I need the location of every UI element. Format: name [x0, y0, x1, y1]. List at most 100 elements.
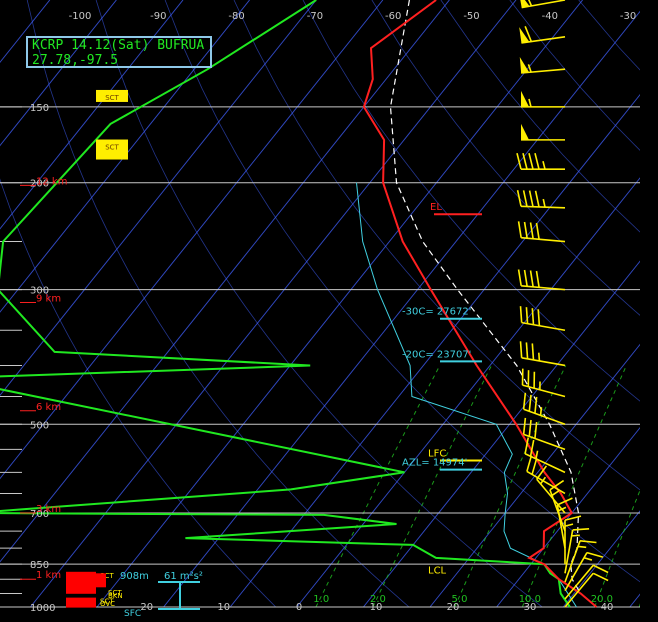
- barb-full: [516, 190, 522, 207]
- pressure-label: 300: [30, 286, 49, 297]
- barb-full: [536, 465, 548, 480]
- isotherm-line: [0, 0, 117, 147]
- bottom-temperature-label: -20: [137, 602, 153, 613]
- barb-full: [522, 153, 528, 170]
- top-temperature-label: -70: [307, 11, 323, 22]
- helicity-label: 61 m²s²: [164, 571, 203, 582]
- isotherm-line: [96, 0, 583, 608]
- mixing-ratio-line: [521, 365, 627, 608]
- storm-relative-panel: 908m 61 m²s² SFC: [120, 571, 203, 619]
- wind-barb: [516, 190, 566, 209]
- parcel-trace: [389, 0, 597, 608]
- cloud-label: BKN: [108, 592, 123, 600]
- wind-barb: [516, 153, 565, 171]
- cloud-box: [96, 139, 128, 160]
- barb-shaft: [522, 384, 566, 398]
- barb-full: [525, 342, 529, 359]
- isotherm-line: [163, 10, 640, 608]
- height-label: 6 km: [36, 402, 61, 413]
- wind-barb: [520, 0, 566, 9]
- level-label: -20C= 23707': [402, 349, 471, 360]
- wind-barb: [521, 123, 565, 141]
- isotherm-line: [30, 0, 517, 608]
- wind-barb: [564, 572, 609, 608]
- barb-half: [551, 490, 560, 497]
- barb-half: [539, 407, 543, 416]
- cloud-label: SCT: [100, 597, 114, 605]
- barb-full: [526, 455, 533, 472]
- dry-adiabat: [302, 0, 640, 402]
- wind-barb: [519, 57, 566, 74]
- isotherm-line: [429, 343, 640, 608]
- isotherm-line: [0, 0, 184, 230]
- cloud-block: [66, 597, 96, 608]
- barb-full: [523, 221, 528, 239]
- cloud-label: OVC: [100, 600, 115, 608]
- barb-full: [534, 190, 540, 208]
- top-temperature-label: -90: [150, 11, 166, 22]
- level-label: LFC: [428, 448, 446, 459]
- barb-full: [557, 497, 573, 506]
- barb-pennant: [520, 0, 530, 8]
- barb-full: [572, 528, 590, 531]
- barb-full: [549, 479, 565, 491]
- mixing-ratio-label: 10.0: [519, 594, 541, 605]
- mixing-ratio-line: [315, 365, 441, 608]
- sounding-profiles: [0, 0, 598, 608]
- barb-full: [535, 270, 540, 288]
- effective-depth-label: 908m: [120, 571, 149, 582]
- barb-shaft: [536, 478, 566, 514]
- mixing-ratio-label: 5.0: [452, 594, 468, 605]
- wind-barb: [522, 392, 566, 426]
- barb-full: [517, 269, 522, 286]
- pressure-label: 850: [30, 560, 49, 571]
- cloud-label: SCT: [108, 589, 122, 597]
- barb-shaft: [521, 236, 566, 243]
- barb-full: [522, 392, 527, 410]
- isotherm-line: [0, 0, 384, 480]
- barb-pennant: [521, 90, 529, 107]
- dry-adiabat: [371, 0, 640, 316]
- top-temperature-label: -30: [620, 11, 636, 22]
- barb-full: [531, 308, 535, 325]
- barb-full: [534, 396, 538, 414]
- isotherm-line: [296, 177, 640, 608]
- barb-half: [542, 161, 546, 170]
- barb-half: [558, 506, 567, 512]
- barb-half: [542, 198, 546, 208]
- barb-full: [531, 343, 535, 360]
- isotherm-line: [229, 93, 640, 608]
- mixing-ratio-line: [638, 603, 640, 608]
- top-temperature-label: -50: [463, 11, 479, 22]
- barb-shaft: [521, 357, 566, 367]
- level-label: EL: [430, 202, 442, 213]
- barb-full: [516, 153, 522, 170]
- barb-half: [538, 352, 541, 361]
- dry-adiabat: [578, 0, 640, 71]
- wind-barb: [564, 539, 597, 583]
- barb-full: [519, 341, 523, 358]
- isotherm-line: [0, 0, 250, 313]
- barb-full: [579, 539, 597, 544]
- wind-barb: [556, 497, 573, 549]
- barb-shaft: [556, 504, 566, 549]
- barb-full: [535, 222, 540, 240]
- wind-barbs: [516, 0, 609, 608]
- barb-full: [519, 306, 523, 323]
- dry-adiabat: [648, 0, 658, 607]
- barb-half: [535, 450, 539, 459]
- station-title: KCRP 14.12(Sat) BUFRUA: [32, 38, 205, 53]
- top-temperature-label: -100: [69, 11, 92, 22]
- barb-half: [564, 523, 574, 527]
- wind-barb: [564, 515, 582, 565]
- height-label: 3 km: [36, 504, 61, 515]
- level-label: -30C= 27672': [402, 307, 471, 318]
- cloud-box: [96, 89, 128, 102]
- barb-full: [529, 439, 535, 457]
- barb-pennant: [519, 57, 530, 73]
- barb-full: [522, 417, 527, 435]
- bottom-temperature-label: 40: [601, 602, 614, 613]
- barb-half: [539, 476, 547, 485]
